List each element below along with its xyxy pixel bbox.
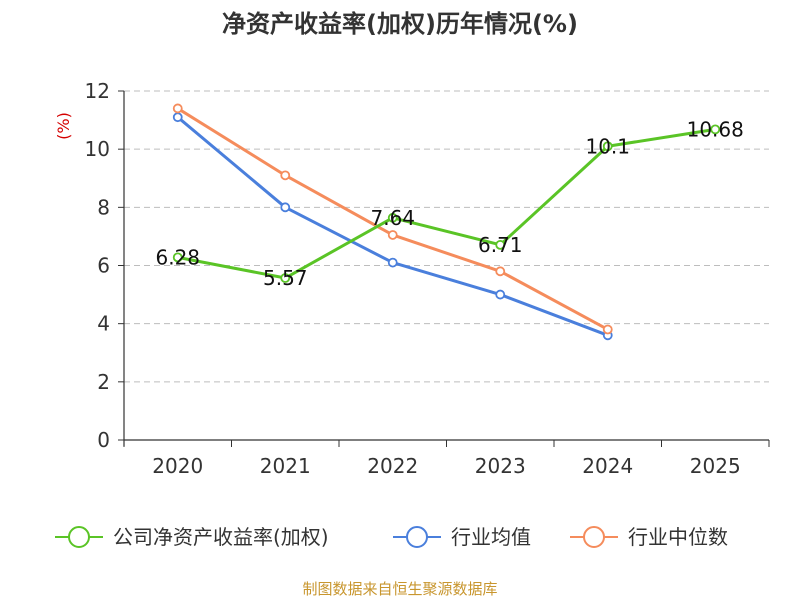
- series-0-point-2021: [280, 273, 291, 283]
- series-group: [172, 103, 721, 341]
- series-1-point-2022: [387, 257, 398, 268]
- series-0-point-2023: [495, 239, 506, 250]
- y-axis-unit-label: (%): [54, 112, 73, 140]
- series-2-point-2024: [602, 324, 613, 335]
- axes: 0 2 4 6 8 10 12 2020 2021 2022 2023 2024 2025: [85, 79, 770, 478]
- data-label-2024: 10.1: [585, 134, 630, 158]
- legend-label-0: 公司净资产收益率(加权): [113, 525, 329, 549]
- series-0-point-2025: [710, 124, 721, 135]
- data-label-2021: 5.57: [263, 266, 308, 290]
- series-0-point-2020: [172, 252, 183, 263]
- legend-marker-2: [583, 526, 605, 548]
- y-tick-label-0: 0: [97, 428, 110, 452]
- gridlines: [124, 90, 769, 383]
- legend-label-1: 行业均值: [451, 525, 531, 549]
- legend[interactable]: 公司净资产收益率(加权) 行业均值 行业中位数: [55, 525, 728, 549]
- series-line-0: [177, 127, 716, 280]
- series-1-point-2020: [172, 112, 183, 123]
- series-2-point-2021: [280, 170, 291, 181]
- y-tick-label-2: 2: [97, 370, 110, 394]
- series-2-point-2022: [387, 230, 398, 240]
- chart-title: 净资产收益率(加权)历年情况(%): [222, 10, 578, 38]
- y-tick-label-6: 6: [97, 254, 110, 278]
- legend-marker-1: [406, 526, 428, 548]
- y-tick-label-12: 12: [85, 79, 110, 103]
- data-label-2025: 10.68: [687, 117, 744, 141]
- series-1-point-2023: [495, 289, 506, 300]
- data-label-2022: 7.64: [370, 206, 415, 230]
- legend-marker-0: [68, 526, 90, 548]
- data-label-2020: 6.28: [155, 245, 200, 269]
- x-tick-label-2022: 2022: [367, 454, 418, 478]
- legend-label-2: 行业中位数: [628, 525, 728, 549]
- x-tick-label-2021: 2021: [260, 454, 311, 478]
- y-tick-label-10: 10: [85, 137, 110, 161]
- x-tick-label-2025: 2025: [690, 454, 741, 478]
- x-tick-label-2024: 2024: [582, 454, 633, 478]
- series-1-point-2021: [280, 202, 291, 213]
- legend-item-1[interactable]: 行业均值: [393, 525, 531, 549]
- x-tick-label-2020: 2020: [152, 454, 203, 478]
- legend-item-0[interactable]: 公司净资产收益率(加权): [55, 525, 329, 549]
- data-labels: 6.28 5.57 7.64 6.71 10.1 10.68: [155, 117, 743, 290]
- data-label-2023: 6.71: [478, 233, 523, 257]
- source-note: 制图数据来自恒生聚源数据库: [302, 580, 497, 598]
- series-0-point-2022: [387, 212, 398, 223]
- y-tick-label-4: 4: [97, 312, 110, 336]
- legend-item-2[interactable]: 行业中位数: [570, 525, 728, 549]
- series-2-point-2020: [172, 103, 183, 114]
- y-tick-label-8: 8: [97, 195, 110, 219]
- x-tick-label-2023: 2023: [475, 454, 526, 478]
- series-2-point-2023: [495, 266, 506, 277]
- series-0-point-2024: [602, 141, 613, 152]
